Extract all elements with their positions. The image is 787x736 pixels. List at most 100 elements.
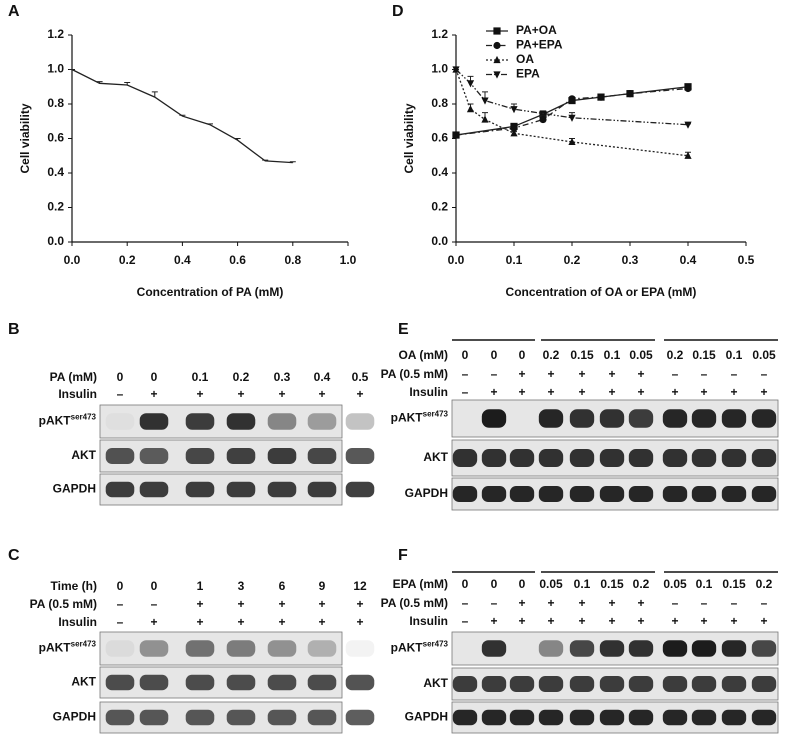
band [105,674,135,691]
row-cell: 0.1 [574,577,591,591]
x-tick-label: 0.0 [448,253,465,267]
panel-label: B [8,321,20,338]
marker [510,129,518,137]
blot-frame [99,666,343,699]
row-cell: + [700,614,707,628]
panel-label: A [8,3,20,20]
band-name: GAPDH [53,482,96,496]
band [452,676,478,692]
band [721,676,747,692]
panel-label: C [8,547,20,564]
band [662,709,688,726]
band-name: AKT [71,448,96,462]
band-label: AKT [423,676,448,690]
band-name: pAKT [391,641,424,655]
x-tick-label: 0.1 [506,253,523,267]
row-cell: 0.05 [752,348,776,362]
band-label: AKT [71,448,96,462]
band [185,709,215,726]
error-bar [207,123,213,125]
row-cell: – [491,367,498,381]
row-cell: 0.1 [726,348,743,362]
row-cell: + [518,614,525,628]
band [691,449,717,467]
band [307,674,337,691]
row-cell: – [462,614,469,628]
band [105,481,135,498]
marker [568,114,576,122]
error-bar [234,138,241,141]
band [307,413,337,430]
band [307,448,337,464]
row-cell: 0 [117,370,124,384]
row-cell: – [701,596,708,610]
band [628,449,654,467]
band [267,448,297,464]
x-tick-label: 0.8 [284,253,301,267]
band [538,676,564,692]
band [267,640,297,657]
row-cell: 0 [519,577,526,591]
row-cell: + [547,596,554,610]
band [452,709,478,726]
band [452,486,478,502]
band-label: AKT [71,675,96,689]
row-cell: 0.1 [192,370,209,384]
series-line [455,69,689,157]
band [481,486,507,502]
band [139,709,169,726]
blot-frame [99,473,343,506]
row-label: Insulin [58,387,97,401]
row-cell: 0 [491,577,498,591]
row-cell: 0 [151,579,158,593]
row-cell: 0 [491,348,498,362]
band [509,676,535,692]
band-superscript: ser473 [423,410,449,419]
row-cell: 0.05 [663,577,687,591]
row-cell: + [518,385,525,399]
row-cell: + [608,614,615,628]
band [481,709,507,726]
row-cell: + [490,385,497,399]
band [691,486,717,502]
row-cell: 12 [353,579,367,593]
band [628,640,654,657]
y-tick-label: 0.4 [47,165,64,179]
band [599,709,625,726]
band [569,409,595,428]
band [481,640,507,657]
blot-frame [99,701,343,734]
row-cell: 0.15 [600,577,624,591]
row-cell: + [578,596,585,610]
blot-frame [99,631,343,666]
row-cell: – [701,367,708,381]
band-name: pAKT [39,641,72,655]
row-cell: + [578,385,585,399]
y-tick-label: 0.8 [431,96,448,110]
row-cell: 6 [279,579,286,593]
marker [684,151,692,159]
row-cell: 0 [519,348,526,362]
x-tick-label: 0.0 [64,253,81,267]
band [345,481,375,498]
band [599,640,625,657]
row-cell: 0.05 [539,577,563,591]
band [662,409,688,428]
row-cell: + [637,367,644,381]
error-bar [179,114,186,117]
row-cell: + [318,387,325,401]
band-label: GAPDH [53,710,96,724]
row-cell: 0.3 [274,370,291,384]
row-cell: 0.2 [756,577,773,591]
band [226,640,256,657]
y-tick-label: 1.2 [47,27,64,41]
row-label: PA (0.5 mM) [381,367,448,381]
row-cell: + [196,615,203,629]
band-label: GAPDH [53,482,96,496]
row-cell: + [490,614,497,628]
band [105,448,135,464]
band [185,640,215,657]
row-cell: + [237,597,244,611]
row-label: PA (0.5 mM) [381,596,448,610]
band [599,486,625,502]
